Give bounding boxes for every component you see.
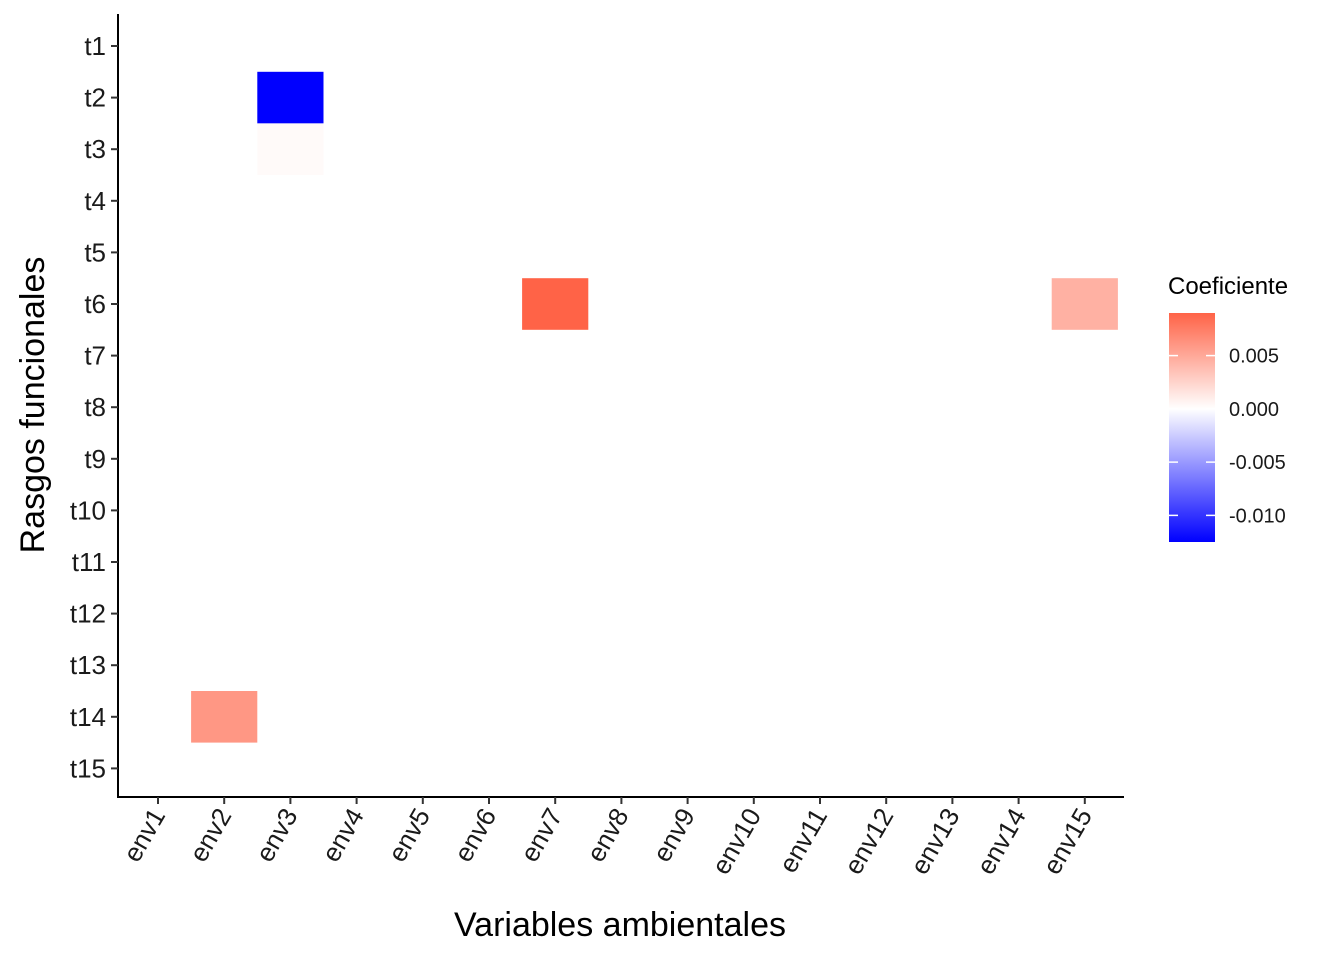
x-tick-label: env5 — [382, 803, 436, 867]
heatmap-cell-env7-t6 — [522, 278, 589, 330]
x-tick-label: env15 — [1037, 803, 1098, 879]
y-tick-label: t8 — [84, 392, 106, 422]
heatmap-cell-env3-t3 — [257, 123, 324, 175]
x-tick-label: env7 — [514, 803, 568, 867]
y-tick-label: t5 — [84, 237, 106, 267]
legend-colorbar — [1169, 313, 1215, 542]
legend-tick-label: 0.000 — [1229, 399, 1279, 421]
heatmap-cell-env15-t6 — [1051, 278, 1118, 330]
x-tick-label: env3 — [249, 803, 303, 867]
y-tick-label: t11 — [72, 547, 106, 577]
x-ticks: env1 env2 env3 env4 env5 env6 env7 env8 env9 env1… — [117, 797, 1098, 879]
x-tick-label: env1 — [117, 803, 171, 867]
x-tick-label: env9 — [647, 803, 701, 867]
y-tick-label: t13 — [70, 650, 106, 680]
legend-tick-label: -0.010 — [1229, 505, 1286, 527]
y-tick-label: t1 — [84, 31, 106, 61]
heatmap-cell-env2-t14 — [191, 691, 258, 743]
legend: Coeficiente 0.005 0.000 -0.005 -0.010 — [1168, 273, 1288, 542]
y-tick-label: t9 — [84, 444, 106, 474]
x-axis-title: Variables ambientales — [454, 906, 786, 944]
y-axis-title: Rasgos funcionales — [14, 257, 52, 554]
heatmap-cells — [191, 71, 1118, 743]
x-tick-label: env14 — [970, 803, 1031, 879]
legend-tick-label: -0.005 — [1229, 452, 1286, 474]
y-ticks: t1 t2 t3 t4 t5 t6 t7 t8 t9 t10 t11 t12 t13 t14 t15 — [70, 31, 118, 783]
y-tick-label: t14 — [70, 702, 106, 732]
y-tick-label: t3 — [84, 134, 106, 164]
y-tick-label: t12 — [70, 599, 106, 629]
x-tick-label: env10 — [706, 803, 767, 879]
y-tick-label: t7 — [84, 341, 106, 371]
x-tick-label: env8 — [580, 803, 634, 867]
y-tick-label: t2 — [84, 83, 106, 113]
y-tick-label: t4 — [84, 186, 106, 216]
x-tick-label: env4 — [316, 803, 370, 867]
y-tick-label: t10 — [70, 495, 106, 525]
y-tick-label: t15 — [70, 753, 106, 783]
x-tick-label: env12 — [838, 803, 899, 879]
y-tick-label: t6 — [84, 289, 106, 319]
x-tick-label: env6 — [448, 803, 502, 867]
x-tick-label: env11 — [773, 803, 833, 878]
heatmap-cell-env3-t2 — [257, 71, 324, 124]
x-tick-label: env13 — [904, 803, 965, 879]
legend-ticks: 0.005 0.000 -0.005 -0.010 — [1169, 346, 1286, 527]
legend-title: Coeficiente — [1168, 273, 1288, 300]
x-tick-label: env2 — [183, 803, 237, 867]
legend-tick-label: 0.005 — [1229, 346, 1279, 368]
